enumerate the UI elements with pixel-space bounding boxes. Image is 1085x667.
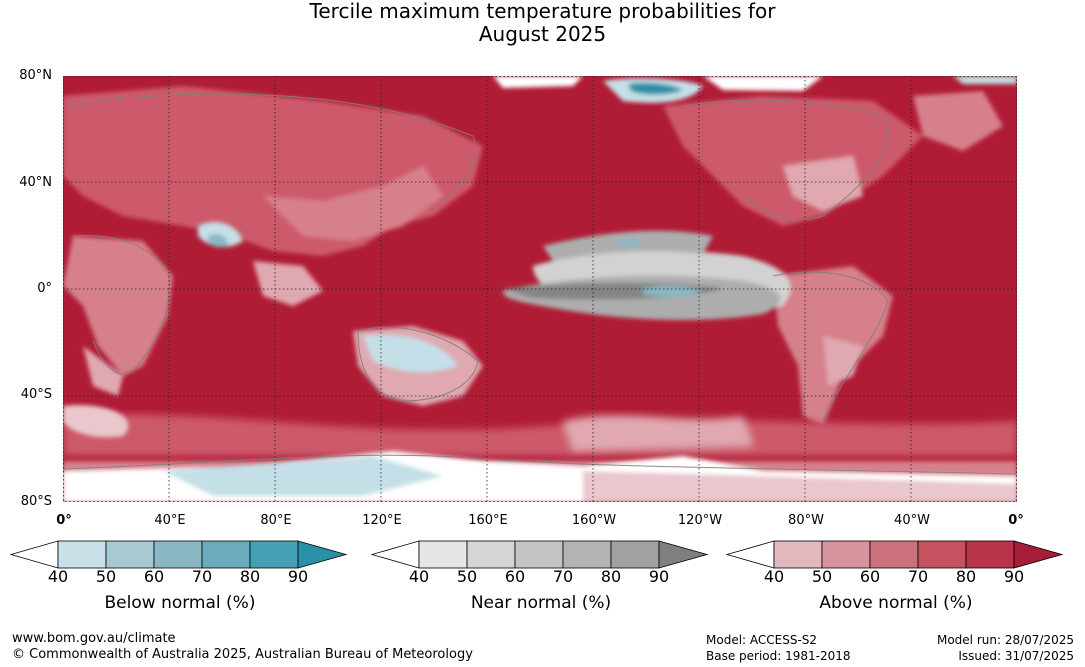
- colorbar-near-normal: [371, 540, 711, 570]
- colorbar-segment: [105, 540, 155, 569]
- colorbar-above-normal: [726, 540, 1066, 570]
- colorbar-segment: [773, 540, 823, 569]
- lon-label-120e: 120°E: [362, 513, 402, 528]
- arctic-below-normal: [493, 76, 1017, 103]
- colorbar-segment: [153, 540, 203, 569]
- legend-title-above-normal: Above normal (%): [819, 593, 973, 613]
- land-masses: [63, 86, 1017, 502]
- colorbar-low-triangle: [371, 540, 420, 569]
- tick-label: 90: [648, 567, 670, 586]
- colorbar-segment: [917, 540, 967, 569]
- colorbar-segment: [201, 540, 251, 569]
- colorbar-segment: [965, 540, 1015, 569]
- lon-label-40w: 40°W: [894, 513, 930, 528]
- tick-label: 40: [408, 567, 430, 586]
- colorbar-segment: [249, 540, 299, 569]
- colorbar-segment: [418, 540, 468, 569]
- lon-label-120w: 120°W: [677, 513, 723, 528]
- title-line-1: Tercile maximum temperature probabilitie…: [309, 0, 776, 23]
- issued-date: Issued: 31/07/2025: [958, 649, 1074, 663]
- model-name: Model: ACCESS-S2: [706, 633, 818, 647]
- chart-title: Tercile maximum temperature probabilitie…: [0, 0, 1085, 46]
- tick-label: 60: [504, 567, 526, 586]
- colorbar-segment: [514, 540, 564, 569]
- tick-label: 80: [239, 567, 261, 586]
- colorbar-segment: [57, 540, 107, 569]
- lat-label-40s: 40°S: [20, 387, 52, 402]
- title-line-2: August 2025: [478, 22, 607, 46]
- copyright-text: © Commonwealth of Australia 2025, Austra…: [12, 647, 473, 662]
- tick-label: 70: [552, 567, 574, 586]
- coastlines: [63, 93, 1017, 475]
- southern-ocean-shading: [63, 414, 1017, 456]
- legend-title-near-normal: Near normal (%): [470, 593, 612, 613]
- tick-label: 80: [955, 567, 977, 586]
- lat-label-40n: 40°N: [19, 175, 52, 190]
- tick-label: 50: [95, 567, 117, 586]
- colorbar-low-triangle: [726, 540, 775, 569]
- lon-label-80w: 80°W: [788, 513, 824, 528]
- model-run-date: Model run: 28/07/2025: [936, 633, 1074, 647]
- tick-label: 60: [143, 567, 165, 586]
- colorbar-segment: [821, 540, 871, 569]
- map-gridlines: [63, 76, 1017, 502]
- tick-label: 40: [47, 567, 69, 586]
- equatorial-pacific-near-normal: [502, 230, 791, 320]
- lon-label-0-end: 0°: [1008, 513, 1024, 528]
- tick-label: 40: [763, 567, 785, 586]
- legend-title-below-normal: Below normal (%): [104, 593, 256, 613]
- lon-label-0: 0°: [56, 513, 72, 528]
- lat-label-equator: 0°: [37, 281, 52, 296]
- lat-label-80s: 80°S: [20, 494, 52, 509]
- colorbar-low-triangle: [10, 540, 59, 569]
- probability-map[interactable]: [63, 76, 1017, 502]
- colorbar-high-triangle: [1013, 540, 1064, 569]
- tick-label: 50: [811, 567, 833, 586]
- lon-label-160e: 160°E: [468, 513, 508, 528]
- tick-label: 90: [1003, 567, 1025, 586]
- website-link[interactable]: www.bom.gov.au/climate: [12, 631, 176, 646]
- colorbar-below-normal: [10, 540, 350, 570]
- colorbar-segment: [466, 540, 516, 569]
- tick-label: 70: [191, 567, 213, 586]
- tick-label: 70: [907, 567, 929, 586]
- colorbar-high-triangle: [297, 540, 348, 569]
- antarctic-region: [63, 451, 1017, 502]
- base-period: Base period: 1981-2018: [706, 649, 851, 663]
- colorbar-high-triangle: [658, 540, 709, 569]
- tick-label: 50: [456, 567, 478, 586]
- tick-label: 80: [600, 567, 622, 586]
- colorbar-segment: [562, 540, 612, 569]
- tick-label: 60: [859, 567, 881, 586]
- lon-label-80e: 80°E: [260, 513, 292, 528]
- tick-label: 90: [287, 567, 309, 586]
- indian-ocean-below-normal: [63, 221, 458, 438]
- lat-label-80n: 80°N: [19, 68, 52, 83]
- colorbar-segment: [610, 540, 660, 569]
- colorbar-segment: [869, 540, 919, 569]
- lon-label-40e: 40°E: [154, 513, 186, 528]
- map-canvas: [63, 76, 1017, 502]
- lon-label-160w: 160°W: [571, 513, 617, 528]
